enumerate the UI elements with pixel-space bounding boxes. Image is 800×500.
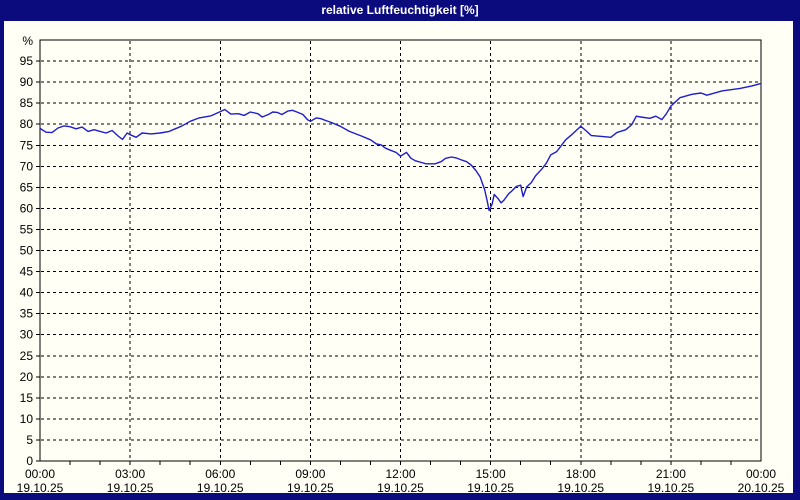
x-axis-date-label: 19.10.25 <box>107 481 154 493</box>
y-axis-label: 40 <box>20 286 34 300</box>
x-axis-time-label: 12:00 <box>385 467 415 481</box>
x-axis-date-label: 19.10.25 <box>648 481 695 493</box>
y-axis-label: 75 <box>20 138 34 152</box>
x-axis-date-label: 19.10.25 <box>467 481 514 493</box>
y-axis-label: 30 <box>20 328 34 342</box>
x-axis-time-label: 09:00 <box>295 467 325 481</box>
x-axis-date-label: 19.10.25 <box>557 481 604 493</box>
x-axis-time-label: 18:00 <box>566 467 596 481</box>
y-axis-label: 45 <box>20 265 34 279</box>
y-axis-label: 5 <box>26 433 33 447</box>
window-title: relative Luftfeuchtigkeit [%] <box>321 3 479 17</box>
x-axis-time-label: 00:00 <box>25 467 55 481</box>
y-axis-label: 35 <box>20 307 34 321</box>
x-axis-time-label: 15:00 <box>476 467 506 481</box>
y-axis-unit-label: % <box>22 34 33 48</box>
humidity-chart: 0 5 10 15 20 25 30 35 40 45 50 55 60 65 70 75 80 85 90 95% 0… <box>17 34 785 493</box>
humidity-line <box>39 82 762 212</box>
x-axis-time-label: 06:00 <box>205 467 235 481</box>
y-axis-label: 25 <box>20 349 34 363</box>
y-axis-label: 15 <box>20 391 34 405</box>
x-axis-date-label: 20.10.25 <box>738 481 785 493</box>
y-axis-label: 50 <box>20 244 34 258</box>
x-axis-time-label: 00:00 <box>746 467 776 481</box>
x-axis-date-label: 19.10.25 <box>287 481 334 493</box>
y-axis-label: 60 <box>20 201 34 215</box>
title-bar: relative Luftfeuchtigkeit [%] <box>0 0 800 21</box>
x-axis-date-label: 19.10.25 <box>377 481 424 493</box>
y-axis-label: 10 <box>20 412 34 426</box>
y-axis-label: 0 <box>26 454 33 468</box>
x-axis-date-label: 19.10.25 <box>197 481 244 493</box>
x-axis-time-label: 21:00 <box>656 467 686 481</box>
y-axis-label: 20 <box>20 370 34 384</box>
y-axis-label: 95 <box>20 54 34 68</box>
x-axis-date-label: 19.10.25 <box>17 481 64 493</box>
chart-area: 0 5 10 15 20 25 30 35 40 45 50 55 60 65 70 75 80 85 90 95% 0… <box>4 21 793 493</box>
y-axis-label: 70 <box>20 159 34 173</box>
y-axis-label: 65 <box>20 180 34 194</box>
x-axis-time-label: 03:00 <box>115 467 145 481</box>
y-axis-label: 80 <box>20 117 34 131</box>
y-axis-label: 85 <box>20 96 34 110</box>
y-axis-label: 90 <box>20 75 34 89</box>
y-axis-label: 55 <box>20 222 34 236</box>
